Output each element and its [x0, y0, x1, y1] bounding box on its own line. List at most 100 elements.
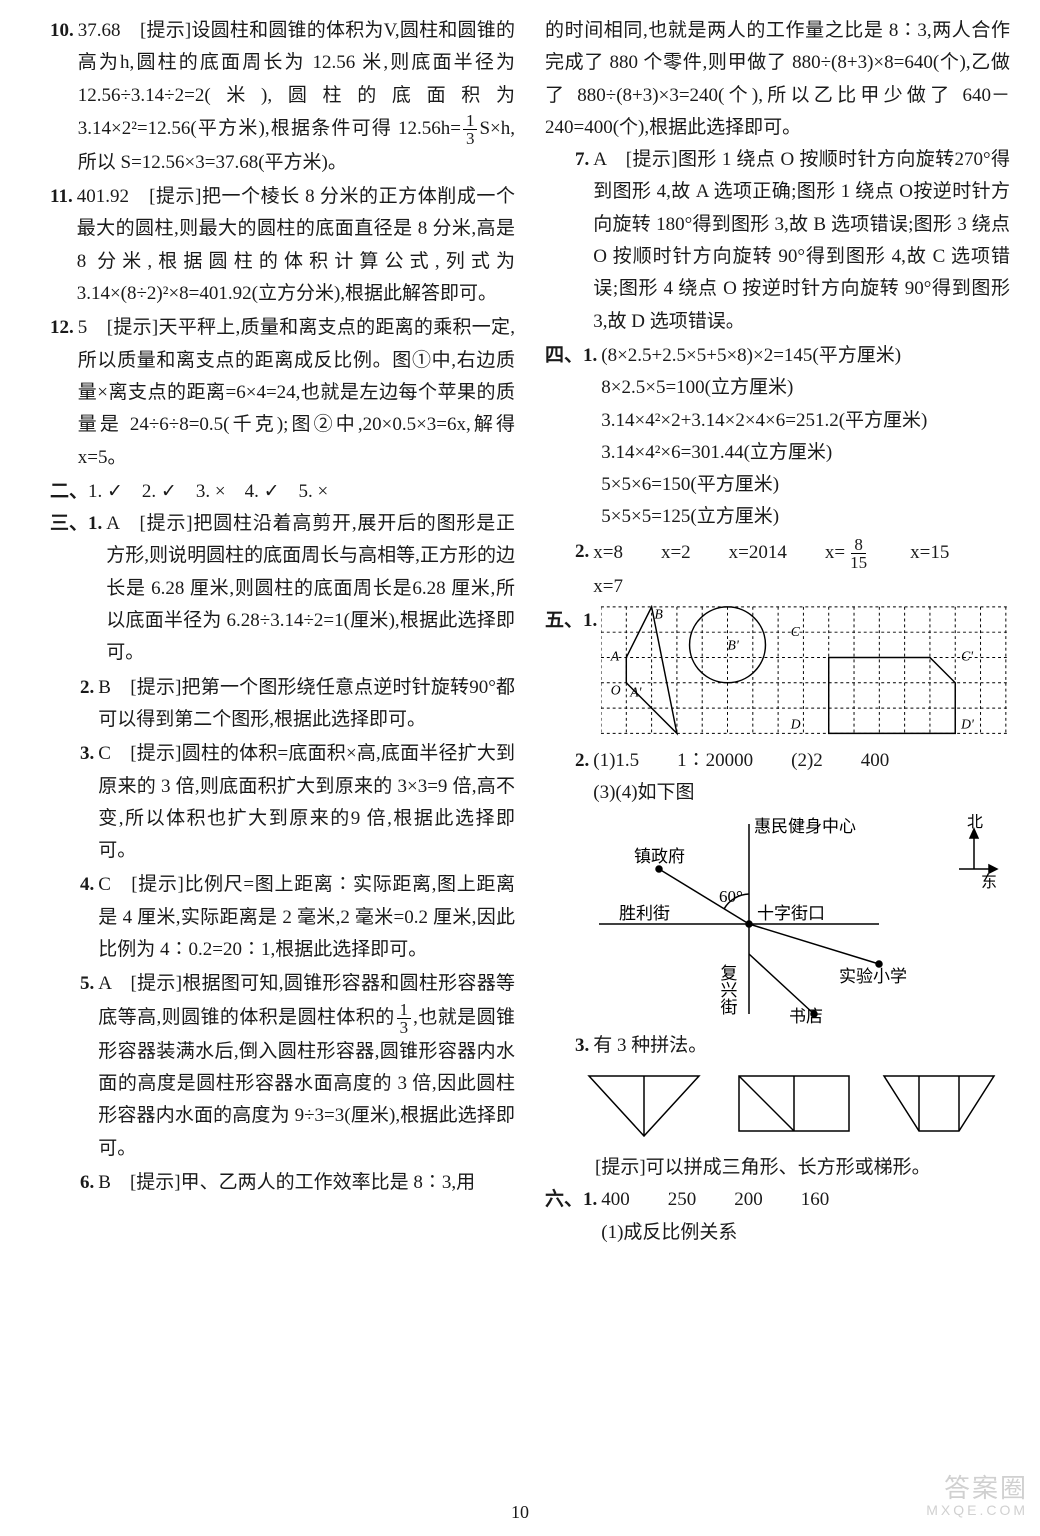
q12: 12. 5 [提示]天平秤上,质量和离支点的距离的乘积一定,所以质量和离支点的距…: [50, 312, 515, 473]
q3-3: 3. C [提示]圆柱的体积=底面积×高,底面半径扩大到原来的 3 倍,则底面积…: [50, 738, 515, 867]
svg-text:北: 北: [967, 814, 983, 831]
q-ans: 37.68: [78, 20, 121, 41]
svg-text:十字街口: 十字街口: [757, 904, 825, 923]
q-ans: C: [98, 743, 111, 764]
svg-text:镇政府: 镇政府: [634, 847, 685, 866]
svg-text:A': A': [629, 684, 642, 699]
q4-2: 2. x=8 x=2 x=2014 x=815 x=15 x=7: [545, 536, 1010, 603]
q-text: [提示]把圆柱沿着高剪开,展开后的图形是正方形,则说明圆柱的底面周长与高相等,正…: [106, 513, 515, 663]
q-ans: B: [98, 1172, 111, 1193]
s2-text: 1. ✓ 2. ✓ 3. × 4. ✓ 5. ×: [88, 481, 328, 502]
q-text: 400 250 200 160: [601, 1189, 829, 1210]
q-text: [提示]甲、乙两人的工作效率比是 8∶3,用: [111, 1172, 475, 1193]
map-figure-wrap: 惠民健身中心 镇政府 60° 胜利街 十字街口 实验小学 复兴街 书店 北: [579, 814, 1010, 1024]
q-text: [提示]圆柱的体积=底面积×高,底面半径扩大到原来的 3 倍,则底面积扩大到原来…: [98, 743, 515, 861]
q-ans: 5: [78, 317, 88, 338]
grid-figure: A B O A' B' C D C' D': [601, 605, 1010, 745]
svg-text:60°: 60°: [719, 887, 743, 906]
line: 5×5×5=125(立方厘米): [601, 501, 1010, 533]
q-text2: x=15: [872, 542, 949, 563]
svg-text:O: O: [611, 683, 621, 698]
q-num: 12.: [50, 312, 74, 473]
line: 8×2.5×5=100(立方厘米): [601, 372, 1010, 404]
q-text: [提示]天平秤上,质量和离支点的距离的乘积一定,所以质量和离支点的距离成反比例。…: [78, 317, 515, 467]
q-text: [提示]把一个棱长 8 分米的正方体削成一个最大的圆柱,则最大的圆柱的底面直径是…: [77, 186, 515, 304]
svg-text:D': D': [960, 717, 975, 732]
q-text2: ,也就是圆锥形容器装满水后,倒入圆柱形容器,圆锥形容器内水面的高度是圆柱形容器水…: [98, 1006, 515, 1158]
q3-5: 5. A [提示]根据图可知,圆锥形容器和圆柱形容器等底等高,则圆锥的体积是圆柱…: [50, 968, 515, 1164]
section-label: 四、: [545, 340, 583, 534]
q-text: 有 3 种拼法。: [593, 1035, 707, 1056]
q7: 7. A [提示]图形 1 绕点 O 按顺时针方向旋转270°得到图形 4,故 …: [545, 144, 1010, 338]
svg-text:C: C: [791, 624, 801, 639]
q-ans: 401.92: [77, 186, 129, 207]
left-column: 10. 37.68 [提示]设圆柱和圆锥的体积为V,圆柱和圆锥的高为h,圆柱的底…: [50, 15, 515, 1496]
q-num: 10.: [50, 15, 74, 179]
q-text: [提示]比例尺=图上距离∶实际距离,图上距离是 4 厘米,实际距离是 2 毫米,…: [98, 874, 515, 960]
continuation: 的时间相同,也就是两人的工作量之比是 8∶3,两人合作完成了 880 个零件,则…: [545, 15, 1010, 144]
q3-6: 6. B [提示]甲、乙两人的工作效率比是 8∶3,用: [50, 1167, 515, 1199]
line: (8×2.5+2.5×5+5×8)×2=145(平方厘米): [601, 340, 1010, 372]
q10: 10. 37.68 [提示]设圆柱和圆锥的体积为V,圆柱和圆锥的高为h,圆柱的底…: [50, 15, 515, 179]
watermark: 答案圈 MXQE.COM: [926, 1474, 1028, 1518]
q5-2: 2. (1)1.5 1∶20000 (2)2 400 (3)(4)如下图: [545, 745, 1010, 810]
watermark-sub: MXQE.COM: [926, 1503, 1028, 1518]
svg-text:C': C': [961, 648, 974, 663]
q5-3-hint: [提示]可以拼成三角形、长方形或梯形。: [545, 1152, 1010, 1184]
svg-text:A: A: [610, 648, 620, 663]
q11: 11. 401.92 [提示]把一个棱长 8 分米的正方体削成一个最大的圆柱,则…: [50, 181, 515, 310]
line: (1)1.5 1∶20000 (2)2 400: [593, 745, 1010, 777]
q-text: x=8 x=2 x=2014 x=: [593, 542, 845, 563]
q-num: 3.: [575, 1030, 589, 1062]
fraction: 13: [463, 112, 478, 147]
svg-text:D: D: [790, 717, 801, 732]
line: (1)成反比例关系: [601, 1217, 1010, 1249]
line: 5×5×6=150(平方厘米): [601, 469, 1010, 501]
line: 3.14×4²×2+3.14×2×4×6=251.2(平方厘米): [601, 405, 1010, 437]
q3-4: 4. C [提示]比例尺=图上距离∶实际距离,图上距离是 4 厘米,实际距离是 …: [50, 869, 515, 966]
line: (3)(4)如下图: [593, 777, 1010, 809]
section-label: 二、: [50, 481, 88, 502]
q-num: 11.: [50, 181, 73, 310]
q-num: 1.: [583, 605, 597, 637]
shapes-figure-wrap: [579, 1066, 1010, 1146]
q-ans: A: [106, 513, 119, 534]
q-ans: C: [98, 874, 111, 895]
svg-text:B': B': [728, 638, 740, 653]
section-label: 五、: [545, 605, 583, 637]
q-num: 3.: [80, 738, 94, 867]
q-text: [提示]图形 1 绕点 O 按顺时针方向旋转270°得到图形 4,故 A 选项正…: [593, 149, 1010, 331]
q-num: 4.: [80, 869, 94, 966]
q-num: 6.: [80, 1167, 94, 1199]
section-label: 六、: [545, 1184, 583, 1249]
q-num: 1.: [88, 508, 102, 669]
svg-text:东: 东: [981, 873, 997, 891]
line: 3.14×4²×6=301.44(立方厘米): [601, 437, 1010, 469]
q-text: [提示]把第一个图形绕任意点逆时针旋转90°都可以得到第二个图形,根据此选择即可…: [98, 677, 515, 730]
section-2: 二、1. ✓ 2. ✓ 3. × 4. ✓ 5. ×: [50, 476, 515, 508]
line: x=7: [593, 571, 1010, 603]
right-column: 的时间相同,也就是两人的工作量之比是 8∶3,两人合作完成了 880 个零件,则…: [545, 15, 1010, 1496]
map-figure: 惠民健身中心 镇政府 60° 胜利街 十字街口 实验小学 复兴街 书店 北: [579, 814, 999, 1024]
svg-text:B: B: [655, 607, 664, 622]
q-num: 2.: [80, 672, 94, 737]
svg-text:复兴街: 复兴街: [718, 964, 738, 1015]
shapes-figure: [579, 1066, 999, 1146]
section-5-q1: 五、 1. A B O A' B': [545, 605, 1010, 745]
fraction: 815: [847, 536, 870, 571]
section-4-q1: 四、 1. (8×2.5+2.5×5+5×8)×2=145(平方厘米) 8×2.…: [545, 340, 1010, 534]
watermark-main: 答案圈: [926, 1474, 1028, 1503]
q-num: 5.: [80, 968, 94, 1164]
q-ans: A: [98, 973, 111, 994]
q3-2: 2. B [提示]把第一个图形绕任意点逆时针旋转90°都可以得到第二个图形,根据…: [50, 672, 515, 737]
q-num: 2.: [575, 745, 589, 810]
svg-text:惠民健身中心: 惠民健身中心: [754, 817, 856, 836]
page-number: 10: [511, 1497, 529, 1528]
q-ans: A: [593, 149, 606, 170]
section-6-q1: 六、 1. 400 250 200 160 (1)成反比例关系: [545, 1184, 1010, 1249]
q-num: 7.: [575, 144, 589, 338]
q-num: 1.: [583, 1184, 597, 1249]
q-num: 1.: [583, 340, 597, 534]
q-text: [提示]设圆柱和圆锥的体积为V,圆柱和圆锥的高为h,圆柱的底面周长为 12.56…: [78, 20, 515, 139]
q5-3: 3. 有 3 种拼法。: [545, 1030, 1010, 1062]
